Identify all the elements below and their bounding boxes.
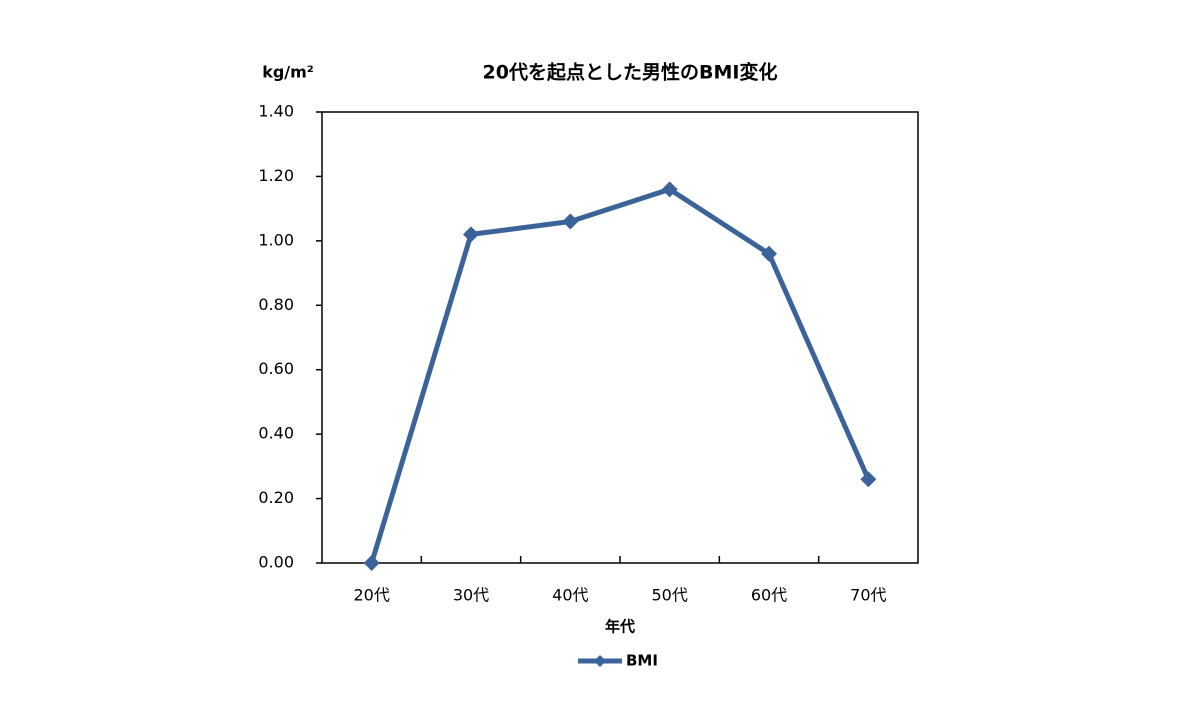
x-tick-label: 60代 <box>751 586 787 605</box>
marker <box>661 181 678 198</box>
marker <box>562 213 579 230</box>
marker <box>363 555 380 571</box>
y-tick-label: 0.20 <box>258 488 294 507</box>
y-tick-label: 1.20 <box>258 166 294 185</box>
x-axis-label: 年代 <box>605 618 635 636</box>
marker <box>860 471 877 488</box>
y-tick-label: 1.00 <box>258 230 294 249</box>
x-tick-label: 20代 <box>353 586 389 605</box>
marker <box>463 226 479 243</box>
y-axis-label: kg/m² <box>262 63 314 82</box>
y-tick-label: 1.40 <box>258 102 294 121</box>
y-tick-label: 0.60 <box>258 359 294 378</box>
y-tick-label: 0.40 <box>258 424 294 443</box>
x-tick-label: 40代 <box>552 586 588 605</box>
legend-marker <box>594 655 606 667</box>
x-tick-label: 50代 <box>651 586 687 605</box>
marker <box>761 245 777 262</box>
y-tick-label: 0.80 <box>258 295 294 314</box>
chart-title: 20代を起点とした男性のBMI変化 <box>483 61 778 84</box>
x-tick-label: 70代 <box>850 586 886 605</box>
legend-label: BMI <box>626 652 658 670</box>
x-tick-label: 30代 <box>453 586 489 605</box>
y-tick-label: 0.00 <box>258 553 294 572</box>
plot-area <box>321 111 919 564</box>
line <box>369 186 871 564</box>
